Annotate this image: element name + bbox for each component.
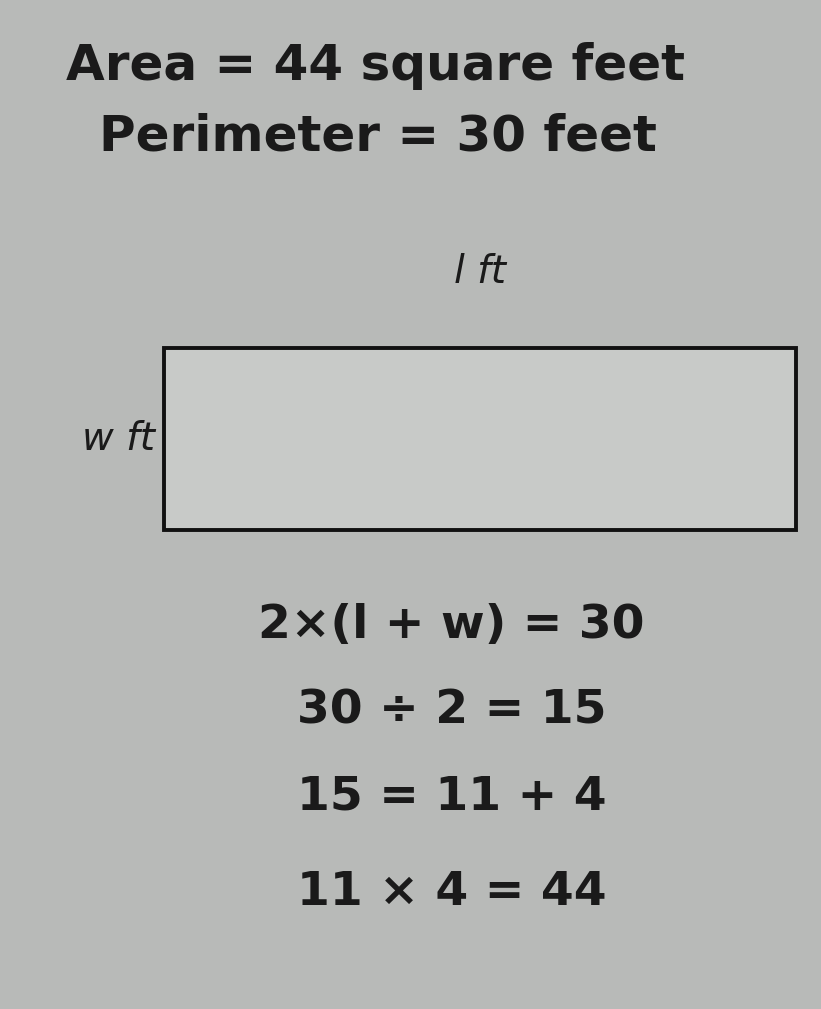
Text: w ft: w ft — [82, 420, 155, 458]
Text: l ft: l ft — [454, 253, 507, 292]
Bar — [164, 348, 796, 530]
Text: 2×(l + w) = 30: 2×(l + w) = 30 — [259, 603, 644, 648]
Text: Area = 44 square feet: Area = 44 square feet — [66, 41, 685, 90]
Text: 11 × 4 = 44: 11 × 4 = 44 — [296, 871, 607, 915]
Text: Perimeter = 30 feet: Perimeter = 30 feet — [99, 112, 657, 160]
Text: 30 ÷ 2 = 15: 30 ÷ 2 = 15 — [297, 689, 606, 734]
Text: 15 = 11 + 4: 15 = 11 + 4 — [296, 775, 607, 819]
